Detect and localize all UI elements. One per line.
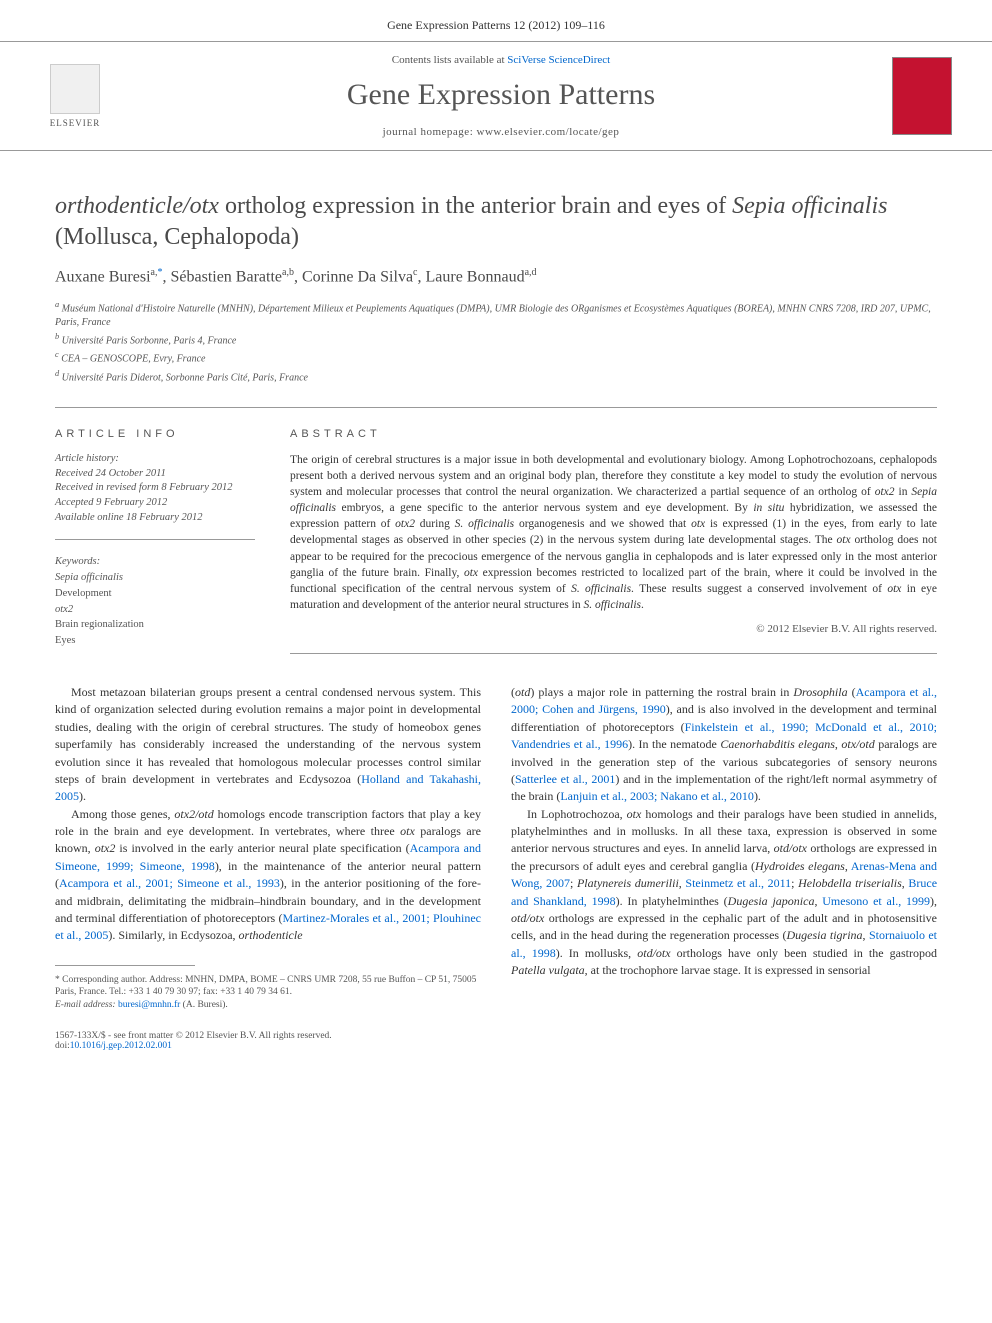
ref-link[interactable]: Lanjuin et al., 2003; Nakano et al., 201… xyxy=(560,789,754,803)
running-header: Gene Expression Patterns 12 (2012) 109–1… xyxy=(0,0,992,41)
doi-line: doi:10.1016/j.gep.2012.02.001 xyxy=(55,1041,332,1051)
corresponding-footnote: * Corresponding author. Address: MNHN, D… xyxy=(55,974,481,1011)
abstract-column: ABSTRACT The origin of cerebral structur… xyxy=(290,428,937,654)
author-3: Corinne Da Silva xyxy=(302,269,413,286)
ref-link[interactable]: Satterlee et al., 2001 xyxy=(515,772,615,786)
article-title: orthodenticle/otx ortholog expression in… xyxy=(55,191,937,253)
article: orthodenticle/otx ortholog expression in… xyxy=(0,151,992,1031)
body-paragraph: Most metazoan bilaterian groups present … xyxy=(55,684,481,806)
footnote-separator xyxy=(55,965,195,966)
affiliation-b: b Université Paris Sorbonne, Paris 4, Fr… xyxy=(55,331,937,348)
elsevier-tree-icon xyxy=(50,64,100,114)
body-columns: Most metazoan bilaterian groups present … xyxy=(55,684,937,1011)
authors-line: Auxane Buresia,*, Sébastien Barattea,b, … xyxy=(55,267,937,286)
author-4: Laure Bonnaud xyxy=(426,269,525,286)
publisher-logo[interactable]: ELSEVIER xyxy=(40,56,110,136)
citation-text: Gene Expression Patterns 12 (2012) 109–1… xyxy=(387,18,605,32)
ref-link[interactable]: Acampora et al., 2001; Simeone et al., 1… xyxy=(59,876,280,890)
homepage-url[interactable]: www.elsevier.com/locate/gep xyxy=(477,126,620,138)
page-footer: 1567-133X/$ - see front matter © 2012 El… xyxy=(0,1031,992,1081)
abstract-text: The origin of cerebral structures is a m… xyxy=(290,452,937,613)
body-left-column: Most metazoan bilaterian groups present … xyxy=(55,684,481,1011)
abstract-heading: ABSTRACT xyxy=(290,428,937,440)
abstract-copyright: © 2012 Elsevier B.V. All rights reserved… xyxy=(290,623,937,635)
masthead-center: Contents lists available at SciVerse Sci… xyxy=(110,54,892,138)
keywords-block: Keywords: Sepia officinalis Development … xyxy=(55,554,255,649)
article-history: Article history: Received 24 October 201… xyxy=(55,452,255,540)
ref-link[interactable]: Steinmetz et al., 2011 xyxy=(685,876,791,890)
affiliations: a Muséum National d'Histoire Naturelle (… xyxy=(55,299,937,385)
author-1: Auxane Buresi xyxy=(55,269,151,286)
footer-left: 1567-133X/$ - see front matter © 2012 El… xyxy=(55,1031,332,1051)
ref-link[interactable]: Umesono et al., 1999 xyxy=(822,894,930,908)
body-paragraph: Among those genes, otx2/otd homologs enc… xyxy=(55,806,481,945)
publisher-name: ELSEVIER xyxy=(50,118,101,128)
body-paragraph: In Lophotrochozoa, otx homologs and thei… xyxy=(511,806,937,980)
masthead: ELSEVIER Contents lists available at Sci… xyxy=(0,41,992,151)
affiliation-c: c CEA – GENOSCOPE, Evry, France xyxy=(55,349,937,366)
body-right-column: (otd) plays a major role in patterning t… xyxy=(511,684,937,1011)
info-abstract-row: ARTICLE INFO Article history: Received 2… xyxy=(55,407,937,654)
sciencedirect-link[interactable]: SciVerse ScienceDirect xyxy=(507,54,610,66)
contents-line: Contents lists available at SciVerse Sci… xyxy=(110,54,892,66)
affiliation-a: a Muséum National d'Histoire Naturelle (… xyxy=(55,299,937,330)
article-info-heading: ARTICLE INFO xyxy=(55,428,255,440)
journal-name: Gene Expression Patterns xyxy=(110,78,892,112)
homepage-line: journal homepage: www.elsevier.com/locat… xyxy=(110,126,892,138)
doi-link[interactable]: 10.1016/j.gep.2012.02.001 xyxy=(70,1041,172,1051)
issn-line: 1567-133X/$ - see front matter © 2012 El… xyxy=(55,1031,332,1041)
article-info-column: ARTICLE INFO Article history: Received 2… xyxy=(55,428,255,654)
email-link[interactable]: buresi@mnhn.fr xyxy=(118,1000,180,1010)
corresponding-star-link[interactable]: * xyxy=(157,267,162,278)
journal-cover-icon xyxy=(892,57,952,135)
body-paragraph: (otd) plays a major role in patterning t… xyxy=(511,684,937,806)
author-2: Sébastien Baratte xyxy=(170,269,282,286)
affiliation-d: d Université Paris Diderot, Sorbonne Par… xyxy=(55,368,937,385)
